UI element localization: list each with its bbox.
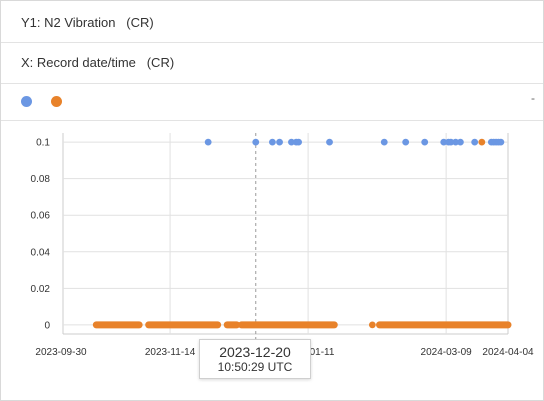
legend-dot-series-2[interactable] — [51, 96, 62, 107]
series-1-point — [269, 138, 276, 146]
y-tick-label: 0.02 — [31, 284, 51, 295]
y-axis-ticks: 0 0.02 0.04 0.06 0.08 0.1 — [31, 138, 51, 332]
x-axis-field-label: X: Record date/time (CR) — [21, 55, 175, 70]
y-tick-label: 0 — [44, 320, 50, 331]
series-1-point — [440, 138, 448, 146]
data-marks — [92, 138, 512, 329]
series-1-point — [452, 138, 460, 146]
series-2-point — [368, 321, 376, 329]
tooltip-time: 10:50:29 UTC — [217, 360, 293, 374]
series-1-point — [421, 138, 429, 146]
legend-dot-series-1[interactable] — [21, 96, 32, 107]
x-tick-label: 2024-04-04 — [482, 347, 534, 358]
series-1-point — [252, 138, 260, 146]
y-tick-label: 0.04 — [31, 247, 51, 258]
x-axis-ticks: 2023-09-30 2023-11-14 01-11 2024-03-09 2024-… — [35, 347, 534, 358]
legend-menu-icon[interactable]: - — [531, 91, 535, 105]
series-1-point — [471, 138, 479, 146]
hover-tooltip: 2023-12-20 10:50:29 UTC — [199, 339, 311, 379]
series-1-point — [326, 138, 333, 146]
x-tick-label: 2023-09-30 — [35, 347, 87, 358]
y-tick-label: 0.06 — [31, 211, 51, 222]
series-1-point — [288, 138, 295, 146]
y-axis-field-label: Y1: N2 Vibration (CR) — [21, 15, 154, 30]
y-tick-label: 0.08 — [31, 174, 51, 185]
y-tick-label: 0.1 — [36, 138, 50, 149]
series-1-point — [447, 138, 455, 146]
series-1-point — [402, 138, 410, 146]
series-2-point — [478, 138, 486, 146]
x-tick-label: 01-11 — [310, 347, 335, 358]
series-1-point — [497, 138, 505, 146]
x-tick-label: 2023-11-14 — [145, 347, 196, 358]
tooltip-date: 2023-12-20 — [219, 344, 291, 360]
series-1-point — [457, 138, 464, 146]
legend: - — [1, 83, 543, 121]
series-1-point — [380, 138, 388, 146]
x-axis-field-row[interactable]: X: Record date/time (CR) — [1, 42, 543, 84]
series-1-point — [204, 138, 212, 146]
x-tick-label: 2024-03-09 — [421, 347, 473, 358]
grid-lines — [62, 133, 509, 335]
series-1-point — [276, 138, 283, 146]
series-1-point — [295, 138, 302, 146]
y-axis-field-row[interactable]: Y1: N2 Vibration (CR) — [1, 1, 543, 43]
